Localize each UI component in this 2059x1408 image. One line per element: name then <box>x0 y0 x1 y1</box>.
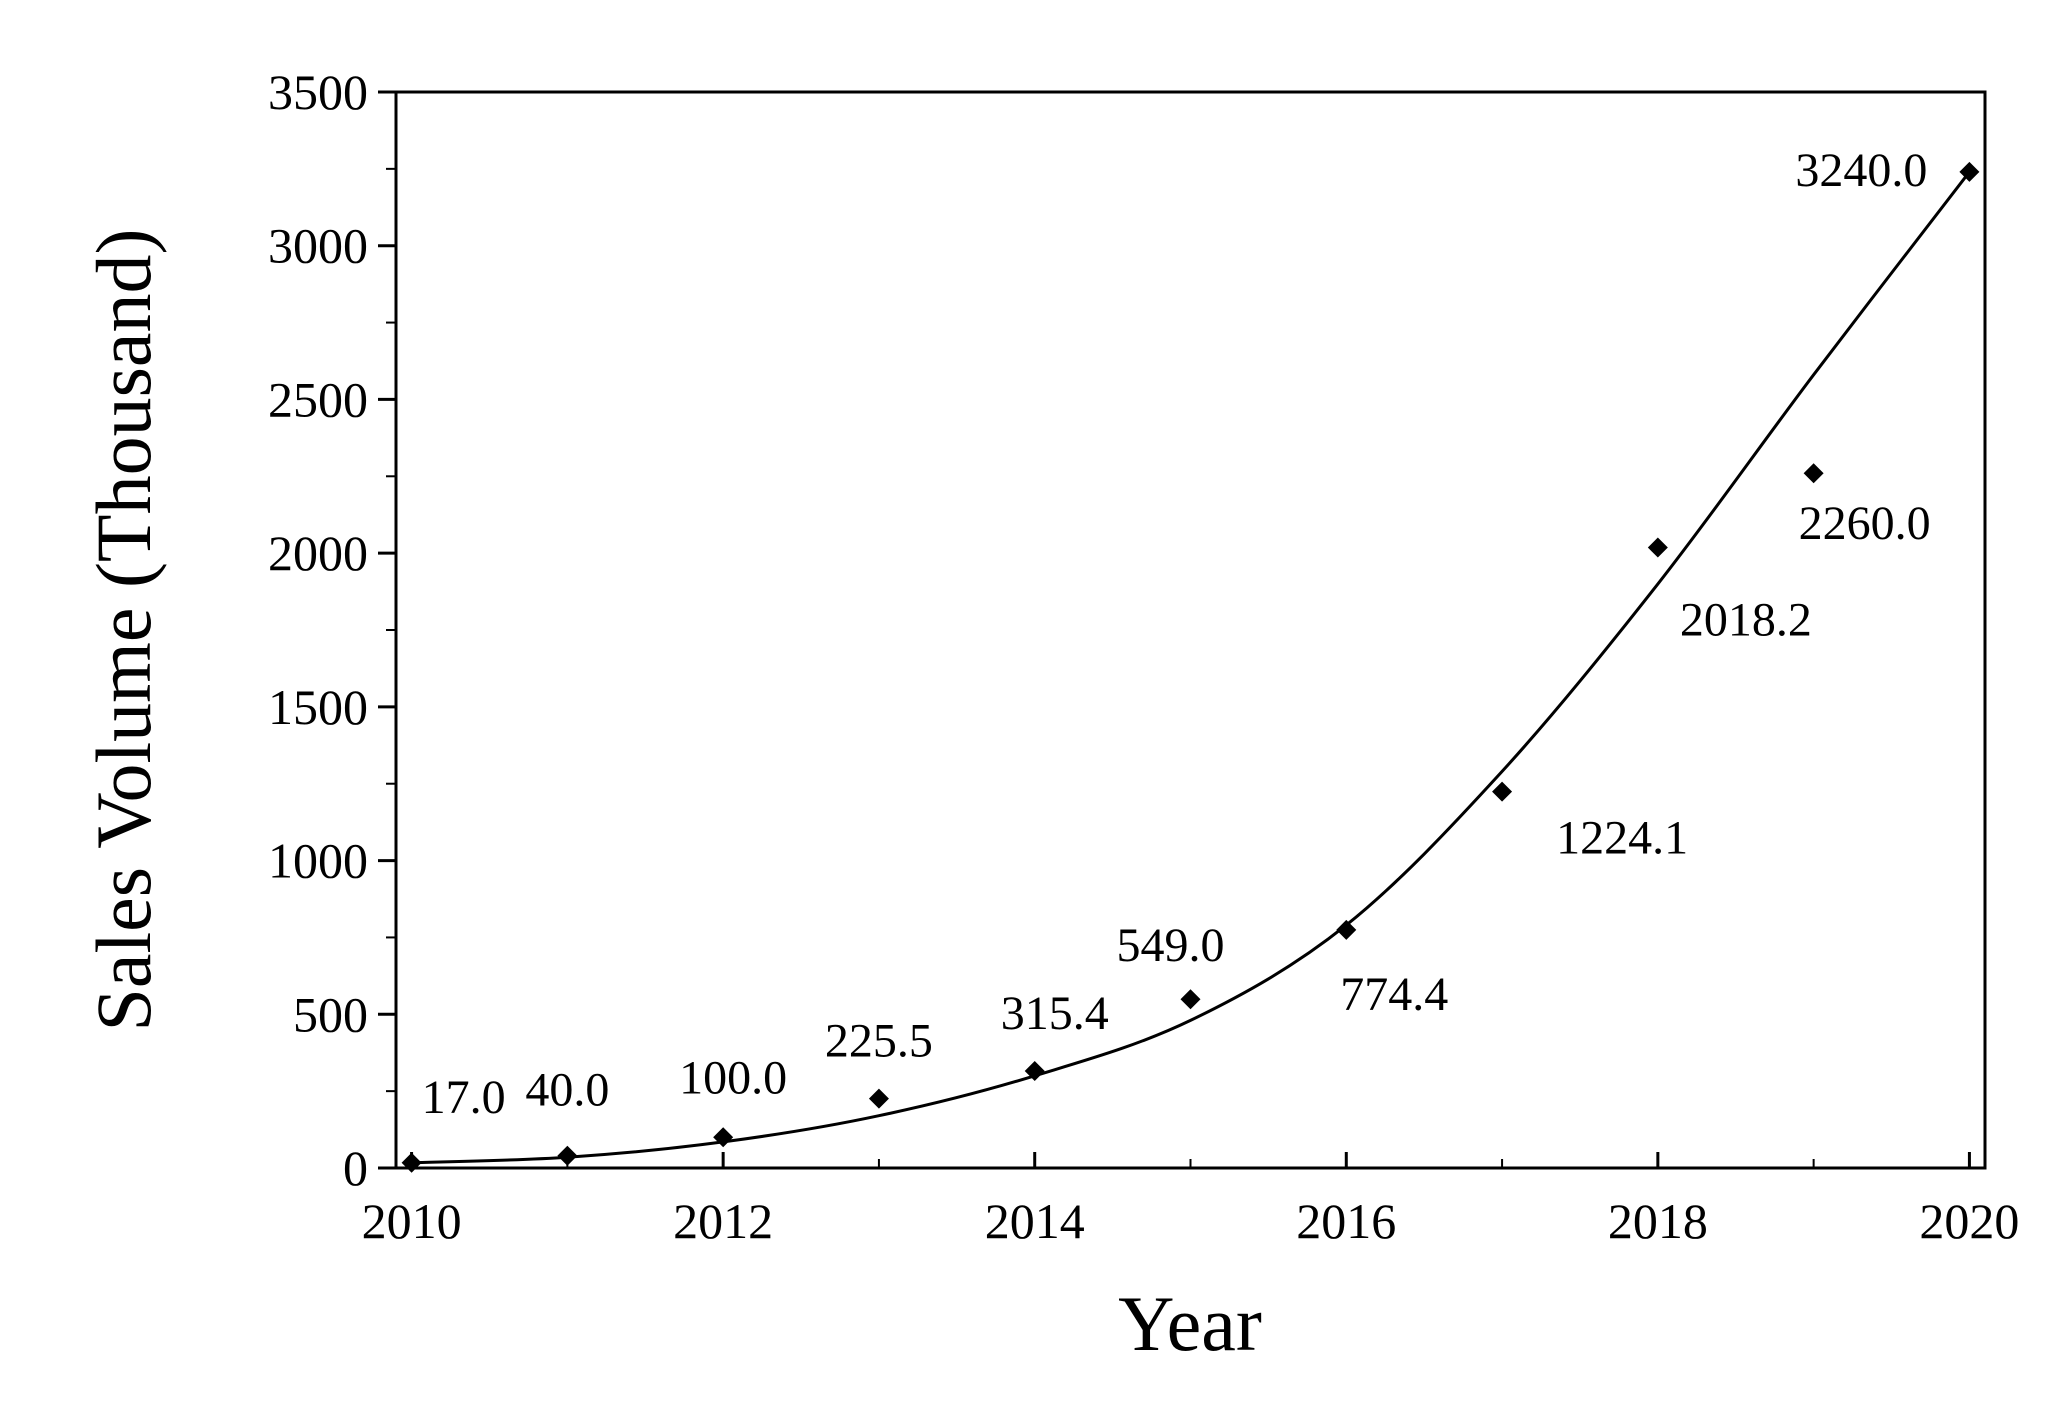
data-label: 1224.1 <box>1556 812 1688 865</box>
data-label: 315.4 <box>1001 987 1109 1040</box>
y-tick-label: 500 <box>293 986 368 1042</box>
fit-curve <box>411 170 1971 1165</box>
data-markers <box>401 161 1980 1173</box>
data-label: 17.0 <box>422 1071 506 1124</box>
data-point <box>1959 161 1980 182</box>
x-tick-label: 2010 <box>362 1193 462 1249</box>
x-axis-title: Year <box>1118 1280 1262 1367</box>
data-label: 2018.2 <box>1680 594 1812 647</box>
y-tick-label: 2500 <box>268 371 368 427</box>
x-tick-label: 2016 <box>1296 1193 1396 1249</box>
x-tick-label: 2014 <box>985 1193 1085 1249</box>
data-point <box>1647 537 1668 558</box>
data-label: 2260.0 <box>1799 497 1931 550</box>
x-tick-label: 2020 <box>1919 1193 2019 1249</box>
x-tick-label: 2018 <box>1608 1193 1708 1249</box>
y-tick-label: 2000 <box>268 525 368 581</box>
y-axis-title: Sales Volume (Thousand) <box>80 228 167 1031</box>
data-label: 40.0 <box>525 1064 609 1117</box>
data-label: 549.0 <box>1117 919 1225 972</box>
x-axis-ticks: 2010 2012 2014 2016 2018 2020 <box>362 1152 2019 1249</box>
data-label: 3240.0 <box>1795 144 1927 197</box>
data-label: 774.4 <box>1340 968 1448 1021</box>
y-axis-ticks: 0 500 1000 1500 2000 2500 3000 3500 <box>268 64 396 1196</box>
data-point <box>1024 1061 1045 1082</box>
data-point <box>1336 919 1357 940</box>
data-point <box>1180 989 1201 1010</box>
data-point <box>1803 463 1824 484</box>
data-point <box>401 1152 422 1173</box>
y-tick-label: 1000 <box>268 833 368 889</box>
data-point <box>1492 781 1513 802</box>
y-tick-label: 3000 <box>268 218 368 274</box>
data-point <box>868 1088 889 1109</box>
data-point <box>557 1145 578 1166</box>
x-tick-label: 2012 <box>673 1193 773 1249</box>
y-tick-label: 1500 <box>268 679 368 735</box>
data-point <box>713 1127 734 1148</box>
data-label: 100.0 <box>679 1051 787 1104</box>
y-tick-label: 0 <box>343 1140 368 1196</box>
data-label: 225.5 <box>825 1015 933 1068</box>
y-tick-label: 3500 <box>268 64 368 120</box>
